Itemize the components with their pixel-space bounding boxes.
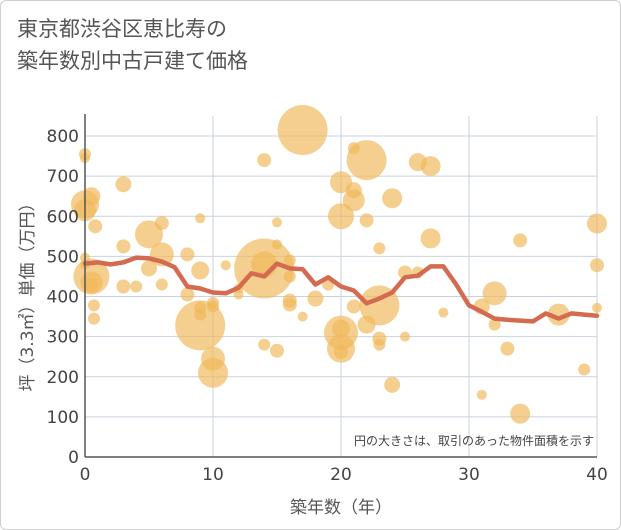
bubble-point xyxy=(258,338,271,351)
y-tick-label: 100 xyxy=(47,408,79,428)
y-tick-label: 200 xyxy=(47,368,79,388)
bubble-point xyxy=(84,277,99,292)
y-axis-title: 坪（3.3㎡）単価（万円） xyxy=(18,194,38,391)
bubble-point xyxy=(207,300,219,313)
axes xyxy=(84,114,597,458)
bubble-point xyxy=(82,187,101,206)
bubble-point xyxy=(438,307,449,318)
bubble-point xyxy=(257,153,272,168)
bubble-point xyxy=(115,176,132,193)
y-tick-label: 800 xyxy=(47,127,79,147)
x-axis-title: 築年数（年） xyxy=(290,498,392,518)
bubble-point xyxy=(342,189,365,212)
bubble-point xyxy=(346,140,387,181)
bubble-point xyxy=(328,203,354,230)
x-tick-label: 30 xyxy=(458,465,480,485)
bubble-point xyxy=(513,233,528,248)
bubble-point xyxy=(272,239,282,250)
bubble-point xyxy=(282,297,297,312)
x-tick-label: 20 xyxy=(330,465,352,485)
bubble-point xyxy=(283,270,296,283)
bubble-point xyxy=(334,344,348,359)
y-tick-label: 0 xyxy=(68,448,79,468)
bubble-point xyxy=(234,238,295,299)
bubble-point xyxy=(547,303,570,326)
bubble-point xyxy=(220,260,231,271)
bubble-point xyxy=(283,254,296,267)
y-tick-label: 300 xyxy=(47,328,79,348)
bubble-point xyxy=(400,331,410,342)
bubble-point xyxy=(307,290,324,307)
bubble-point xyxy=(135,220,163,249)
bubble-point xyxy=(180,247,195,262)
average-line-series xyxy=(82,255,600,324)
bubble-point xyxy=(590,258,604,273)
bubble-point xyxy=(88,219,103,234)
bubble-point xyxy=(382,188,403,209)
bubble-point xyxy=(87,299,100,312)
bubble-point xyxy=(195,213,206,224)
y-tick-label: 700 xyxy=(47,167,79,187)
bubble-point xyxy=(297,311,308,322)
tick-labels: 0 100 200 300 400 500 600 700 800 0 10 20 30 40 xyxy=(47,127,608,485)
bubble-point xyxy=(198,357,228,388)
bubble-point xyxy=(578,363,591,376)
bubble-point xyxy=(130,280,143,293)
bubble-point xyxy=(191,261,210,280)
chart-title: 東京都渋谷区恵比寿の 築年数別中古戸建て価格 xyxy=(17,17,248,73)
x-tick-label: 0 xyxy=(80,465,91,485)
bubble-point xyxy=(270,343,284,358)
bubble-point xyxy=(346,299,361,314)
bubble-point xyxy=(175,300,226,351)
average-price-line xyxy=(82,255,600,324)
bubble-point xyxy=(420,228,441,249)
bubble-point xyxy=(233,289,244,300)
bubble-point xyxy=(476,389,487,400)
bubble-point xyxy=(272,217,282,228)
bubble-point xyxy=(384,376,401,393)
bubble-point xyxy=(373,338,386,351)
bubble-point xyxy=(373,242,386,255)
x-tick-label: 10 xyxy=(202,465,224,485)
y-tick-label: 500 xyxy=(47,247,79,267)
bubble-point xyxy=(155,278,168,291)
bubble-point xyxy=(488,318,501,331)
bubble-point xyxy=(154,216,169,231)
x-tick-label: 40 xyxy=(586,465,608,485)
bubble-point xyxy=(141,260,157,277)
bubble-series xyxy=(71,105,607,424)
bubble-point xyxy=(277,105,328,156)
bubble-point xyxy=(592,302,602,313)
y-tick-label: 600 xyxy=(47,207,79,227)
bubble-point xyxy=(116,279,131,294)
y-tick-label: 400 xyxy=(47,288,79,308)
bubble-size-note: 円の大きさは、取引のあった物件面積を示す xyxy=(354,433,594,448)
bubble-point xyxy=(510,403,531,424)
bubble-point xyxy=(587,213,607,234)
bubble-point xyxy=(87,312,100,325)
bubble-point xyxy=(180,287,195,302)
bubble-point xyxy=(500,341,515,356)
bubble-point xyxy=(420,156,441,177)
bubble-point xyxy=(482,281,507,306)
bubble-point xyxy=(116,239,131,254)
bubble-point xyxy=(359,213,374,228)
